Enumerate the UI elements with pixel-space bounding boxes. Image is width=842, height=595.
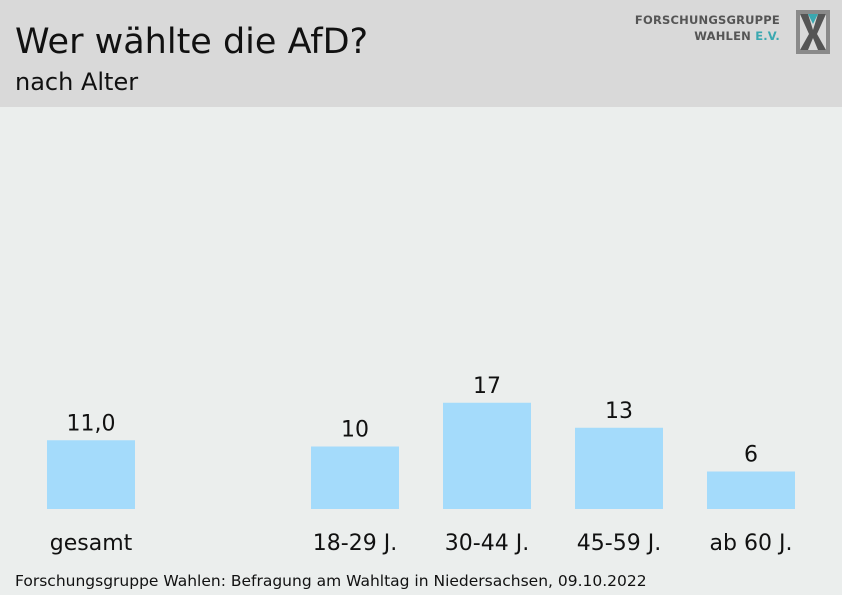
logo-line-1: FORSCHUNGSGRUPPE xyxy=(634,13,780,27)
value-label-0: 11,0 xyxy=(67,411,116,436)
value-label-3: 13 xyxy=(605,399,633,424)
value-label-2: 17 xyxy=(473,374,501,399)
bar-1 xyxy=(311,446,399,509)
category-label-4: ab 60 J. xyxy=(710,531,793,556)
bar-4 xyxy=(707,471,795,509)
fgw-x-logo-icon xyxy=(796,10,830,54)
category-label-0: gesamt xyxy=(50,531,133,556)
bar-3 xyxy=(575,427,663,509)
chart-title: Wer wählte die AfD? xyxy=(15,22,369,62)
logo-line-2-accent: E.V. xyxy=(755,29,780,43)
header-band: Wer wählte die AfD? nach Alter FORSCHUNG… xyxy=(0,0,842,107)
category-label-3: 45-59 J. xyxy=(577,531,661,556)
value-label-4: 6 xyxy=(744,443,758,468)
bar-chart: 11,0 gesamt 10 18-29 J. 17 30-44 J. 13 45-59 J.… xyxy=(47,374,795,556)
category-label-1: 18-29 J. xyxy=(313,531,397,556)
chart-subtitle: nach Alter xyxy=(15,68,139,96)
category-label-2: 30-44 J. xyxy=(445,531,529,556)
value-label-1: 10 xyxy=(341,418,369,443)
logo-text: FORSCHUNGSGRUPPE WAHLEN E.V. xyxy=(635,12,780,44)
bar-2 xyxy=(443,402,531,509)
bar-0 xyxy=(47,440,135,509)
source-note: Forschungsgruppe Wahlen: Befragung am Wa… xyxy=(15,572,647,590)
logo-line-2-main: WAHLEN xyxy=(694,29,751,43)
logo: FORSCHUNGSGRUPPE WAHLEN E.V. xyxy=(634,8,834,58)
logo-line-2: WAHLEN E.V. xyxy=(635,28,780,44)
